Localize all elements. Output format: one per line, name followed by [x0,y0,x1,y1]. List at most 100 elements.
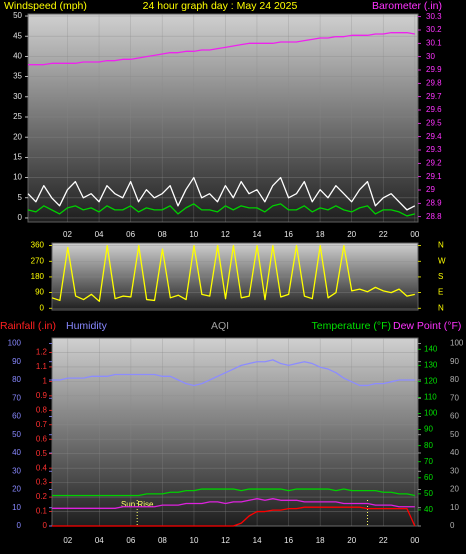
y-tick-label: 50 [12,430,21,439]
y-tick-label: 29.2 [426,158,442,167]
y-tick-label: 60 [12,412,21,421]
y-tick-label: 30.1 [426,38,442,47]
series-line [52,488,415,497]
x-tick-label: 02 [63,536,72,545]
y-tick-label: 90 [450,357,459,366]
y-tick-label: 70 [450,393,459,402]
y-tick-label: 90 [424,425,433,434]
y-tick-label: 0.4 [36,463,48,472]
y-tick-label: 45 [13,31,22,40]
aqi-label: AQI [211,320,229,332]
x-tick-label: 04 [95,230,104,239]
plot-area [51,337,419,527]
y-tick-label: 30 [12,466,21,475]
axis-label: Windspeed (mph) [4,0,87,12]
y-tick-label: 20 [12,485,21,494]
plot-area [27,13,419,223]
y-tick-label: 28.9 [426,198,442,207]
y-tick-label: 10 [13,173,22,182]
axis-label: Rainfall (.in) [0,320,56,332]
x-tick-label: 10 [189,230,198,239]
y-tick-label: 50 [450,430,459,439]
y-tick-label: 60 [450,412,459,421]
x-tick-label: 16 [284,230,293,239]
y-tick-label: 90 [12,357,21,366]
y-tick-label: 28.8 [426,212,442,221]
series-line [52,359,415,387]
y-tick-label: 29.1 [426,172,442,181]
y-tick-label: 10 [450,503,459,512]
y-tick-label: 360 [31,241,45,250]
y-tick-label: 50 [424,489,433,498]
y-tick-label: 0 [18,213,23,222]
x-tick-label: 08 [158,536,167,545]
y-tick-label: N [438,303,444,312]
series-line [27,176,416,211]
x-tick-label: 18 [316,536,325,545]
y-tick-label: 80 [12,375,21,384]
series-line [52,506,416,527]
x-tick-label: 00 [410,230,419,239]
y-tick-label: 29.5 [426,118,442,127]
y-tick-label: 5 [18,193,23,202]
y-tick-label: 30 [426,52,435,61]
y-tick-label: 1 [43,376,48,385]
y-tick-label: 29.4 [426,132,442,141]
y-tick-label: N [438,241,444,250]
x-tick-label: 22 [379,536,388,545]
y-tick-label: 100 [8,339,22,348]
y-tick-label: E [438,288,443,297]
y-tick-label: 100 [424,409,438,418]
y-tick-label: 80 [450,375,459,384]
y-tick-label: 70 [12,393,21,402]
y-tick-label: 29 [426,185,435,194]
y-tick-label: 29.3 [426,145,442,154]
x-tick-label: 00 [410,536,419,545]
y-tick-label: 180 [31,272,45,281]
y-tick-label: 20 [13,132,22,141]
x-tick-label: 10 [190,536,199,545]
x-tick-label: 14 [253,536,262,545]
y-tick-label: 29.6 [426,105,442,114]
axis-label: Barometer (.in) [372,0,442,12]
y-tick-label: 0 [450,521,455,530]
y-tick-label: 0.1 [36,507,48,516]
y-tick-label: 30 [13,92,22,101]
event-label: Sun Rise [121,500,154,509]
x-tick-label: 12 [221,230,230,239]
y-tick-label: 29.8 [426,78,442,87]
y-tick-label: 1.1 [36,362,48,371]
y-tick-label: 100 [450,339,464,348]
y-tick-label: 30.2 [426,25,442,34]
y-tick-label: 270 [31,256,45,265]
y-tick-label: 0.8 [36,405,48,414]
x-tick-label: 08 [158,230,167,239]
x-tick-label: 18 [316,230,325,239]
x-tick-label: 02 [63,230,72,239]
y-tick-label: 30 [450,466,459,475]
y-tick-label: S [438,272,443,281]
x-tick-label: 20 [347,230,356,239]
y-tick-label: 50 [13,11,22,20]
x-tick-label: 22 [379,230,388,239]
x-tick-label: 04 [95,536,104,545]
y-tick-label: 0 [40,303,45,312]
y-tick-label: 90 [35,288,44,297]
y-tick-label: 1.2 [36,348,48,357]
y-tick-label: 130 [424,360,438,369]
y-tick-label: 80 [424,441,433,450]
y-tick-label: 70 [424,457,433,466]
y-tick-label: W [438,256,446,265]
y-tick-label: 29.9 [426,65,442,74]
series-line [51,244,415,302]
x-tick-label: 06 [126,536,135,545]
y-tick-label: 0.9 [36,391,48,400]
y-tick-label: 40 [12,448,21,457]
axis-label: Humidity [66,320,108,332]
y-tick-label: 60 [424,473,433,482]
y-tick-label: 0 [43,521,48,530]
x-tick-label: 14 [252,230,261,239]
y-tick-label: 40 [13,52,22,61]
y-tick-label: 0.6 [36,434,48,443]
